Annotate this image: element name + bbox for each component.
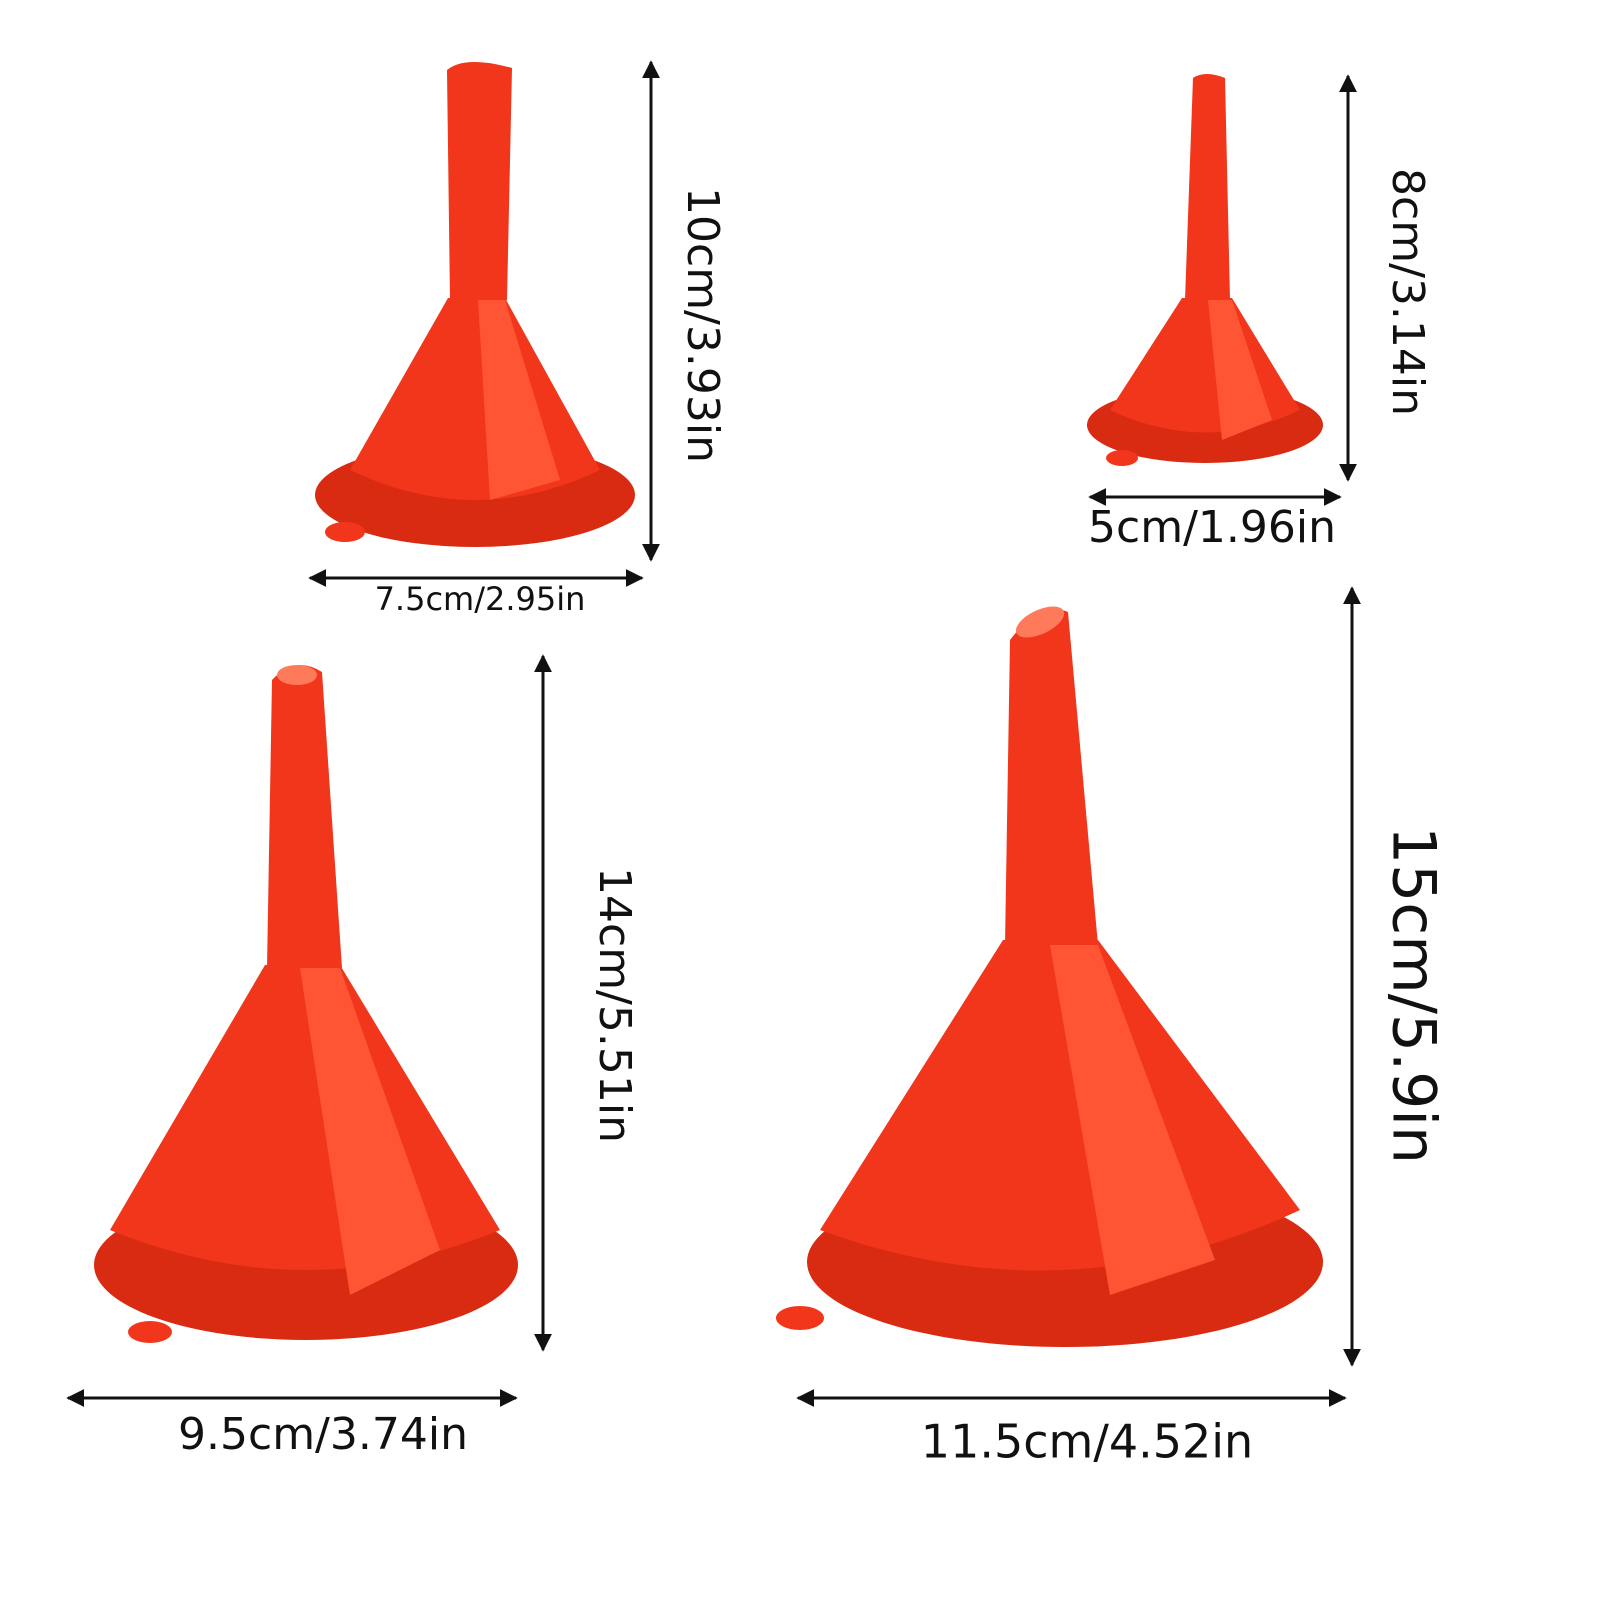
width-label: 9.5cm/3.74in [178, 1409, 468, 1460]
height-label: 15cm/5.9in [1378, 826, 1448, 1164]
width-label: 5cm/1.96in [1088, 502, 1336, 553]
funnel [94, 665, 518, 1343]
width-label: 11.5cm/4.52in [921, 1415, 1253, 1469]
height-label: 8cm/3.14in [1382, 168, 1433, 416]
height-label: 14cm/5.51in [589, 867, 640, 1143]
width-label: 7.5cm/2.95in [375, 580, 586, 618]
height-label: 10cm/3.93in [677, 187, 728, 463]
funnel [1087, 74, 1323, 466]
funnel [776, 606, 1323, 1347]
funnel [315, 61, 635, 547]
